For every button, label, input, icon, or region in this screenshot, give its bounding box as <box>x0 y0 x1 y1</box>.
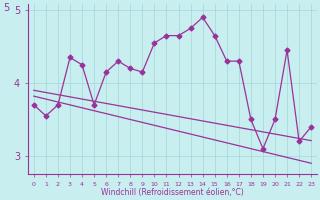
Text: 5: 5 <box>3 3 9 13</box>
X-axis label: Windchill (Refroidissement éolien,°C): Windchill (Refroidissement éolien,°C) <box>101 188 244 197</box>
